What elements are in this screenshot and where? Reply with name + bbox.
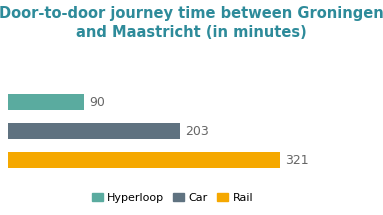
Bar [8,94,84,110]
Bar [8,123,180,139]
Text: 90: 90 [89,95,105,109]
Text: Door-to-door journey time between Groningen
and Maastricht (in minutes): Door-to-door journey time between Gronin… [0,6,383,40]
Text: 321: 321 [285,154,309,167]
Text: 203: 203 [185,125,209,138]
Bar [8,152,280,168]
Legend: Hyperloop, Car, Rail: Hyperloop, Car, Rail [87,188,257,207]
